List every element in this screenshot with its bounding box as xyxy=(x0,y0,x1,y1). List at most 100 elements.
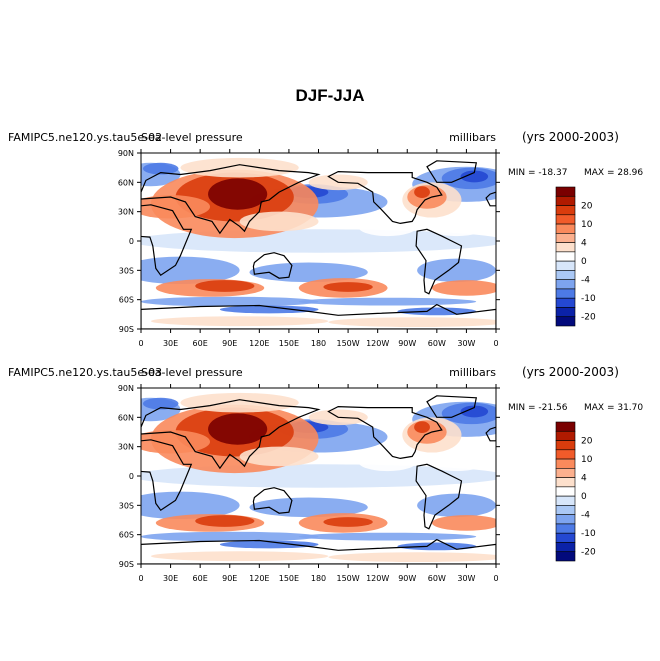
colorbar-label: 20 xyxy=(581,437,593,447)
lon-label: 30E xyxy=(163,339,178,348)
lon-label: 150W xyxy=(336,339,359,348)
colorbar-swatch xyxy=(555,242,576,253)
lon-label: 30W xyxy=(457,574,475,583)
max-label: MAX = 31.70 xyxy=(584,403,643,413)
field-contour-region xyxy=(323,517,373,527)
sea-level-pressure-field xyxy=(141,153,496,329)
field-contour-region xyxy=(249,497,368,518)
lat-label: 90N xyxy=(118,149,134,158)
coastline xyxy=(141,538,496,564)
colorbar-swatch xyxy=(555,195,576,206)
lon-label: 90E xyxy=(222,574,237,583)
figure-title: DJF-JJA xyxy=(295,86,365,105)
field-contour-region xyxy=(142,162,179,175)
field-contour-region xyxy=(397,542,477,551)
field-contour-region xyxy=(426,451,487,472)
colorbar-swatch xyxy=(555,270,576,280)
lon-label: 150W xyxy=(336,574,359,583)
years-label: (yrs 2000-2003) xyxy=(522,130,619,144)
field-contour-region xyxy=(195,515,255,527)
lon-label: 60W xyxy=(428,574,446,583)
field-contour-region xyxy=(150,316,329,327)
case-name-label: FAMIPC5.ne120.ys.tau5e-03 xyxy=(8,366,162,379)
field-contour-region xyxy=(195,280,255,292)
field-contour-region xyxy=(141,491,240,520)
lat-label: 90N xyxy=(118,384,134,393)
variable-label: Sea-level pressure xyxy=(141,131,243,144)
min-label: MIN = -18.37 xyxy=(508,168,567,178)
colorbar: 20 10 4 0 -4 -10 -20 xyxy=(555,421,596,562)
colorbar-swatch xyxy=(555,316,576,327)
lon-label: 150E xyxy=(279,574,299,583)
colorbar-swatch xyxy=(555,297,576,308)
colorbar-swatch xyxy=(555,449,576,460)
colorbar-swatch xyxy=(555,486,576,497)
lon-label: 90W xyxy=(398,574,416,583)
lon-label: 120W xyxy=(366,339,389,348)
lon-label: 30W xyxy=(457,339,475,348)
lat-label: 60N xyxy=(118,178,134,187)
lon-label: 90W xyxy=(398,339,416,348)
max-label: MAX = 28.96 xyxy=(584,168,643,178)
field-contour-region xyxy=(141,256,240,285)
coastline xyxy=(141,164,321,235)
lon-label: 30E xyxy=(163,574,178,583)
colorbar-swatch xyxy=(555,307,576,318)
field-contour-region xyxy=(417,493,496,518)
colorbar: 20 10 4 0 -4 -10 -20 xyxy=(555,186,596,327)
lat-label: 90S xyxy=(119,325,134,334)
coastline xyxy=(415,228,463,295)
colorbar-swatch xyxy=(555,505,576,515)
colorbar-swatch xyxy=(555,279,576,290)
colorbar-swatch xyxy=(555,186,576,197)
field-contour-region xyxy=(208,178,268,210)
field-contour-region xyxy=(414,186,430,198)
colorbar-swatch xyxy=(555,205,576,216)
colorbar-swatch xyxy=(555,223,576,234)
colorbar-swatch xyxy=(555,233,576,243)
lon-label: 180 xyxy=(311,574,326,583)
lon-label: 0 xyxy=(493,574,498,583)
colorbar-swatch xyxy=(555,214,576,225)
field-contour-region xyxy=(180,157,299,178)
coastline xyxy=(485,426,496,442)
colorbar-swatch xyxy=(555,542,576,553)
lon-label: 120E xyxy=(249,574,269,583)
field-contour-region xyxy=(239,446,319,467)
field-contour-region xyxy=(397,307,477,316)
lat-label: 30N xyxy=(118,443,134,452)
colorbar-label: 0 xyxy=(581,492,587,502)
coastline xyxy=(426,395,478,418)
lon-label: 0 xyxy=(138,339,143,348)
coastline xyxy=(327,405,443,460)
colorbar-label: -4 xyxy=(581,511,590,521)
field-contour-region xyxy=(328,317,496,328)
coastline xyxy=(327,170,443,225)
lat-label: 60S xyxy=(119,296,134,305)
lon-label: 0 xyxy=(138,574,143,583)
years-label: (yrs 2000-2003) xyxy=(522,365,619,379)
field-contour-region xyxy=(414,421,430,433)
colorbar-label: 0 xyxy=(581,257,587,267)
lat-label: 60S xyxy=(119,531,134,540)
variable-label: Sea-level pressure xyxy=(141,366,243,379)
colorbar-label: -20 xyxy=(581,313,596,323)
coastline xyxy=(252,487,293,514)
colorbar-swatch xyxy=(555,532,576,543)
colorbar-swatch xyxy=(555,421,576,432)
colorbar-swatch xyxy=(555,430,576,441)
colorbar-swatch xyxy=(555,440,576,451)
colorbar-label: 20 xyxy=(581,202,593,212)
lat-label: 0 xyxy=(129,237,134,246)
field-contour-region xyxy=(426,216,487,237)
lon-label: 60E xyxy=(193,574,208,583)
field-contour-region xyxy=(460,170,489,183)
coastline xyxy=(426,160,478,183)
coastline xyxy=(141,399,321,470)
colorbar-label: 10 xyxy=(581,220,593,230)
lon-label: 60W xyxy=(428,339,446,348)
coastline xyxy=(141,204,193,277)
lon-label: 0 xyxy=(493,339,498,348)
